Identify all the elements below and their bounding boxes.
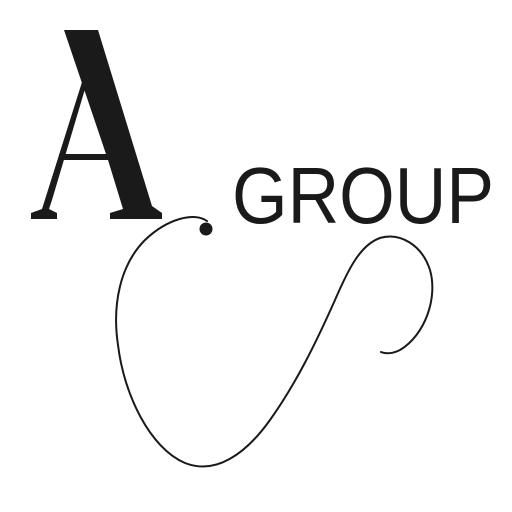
logo-wordmark: GROUP (232, 151, 494, 240)
logo-initial-a (31, 30, 162, 219)
swash-flourish-icon (115, 216, 434, 468)
flourish-terminal-dot (199, 222, 213, 236)
